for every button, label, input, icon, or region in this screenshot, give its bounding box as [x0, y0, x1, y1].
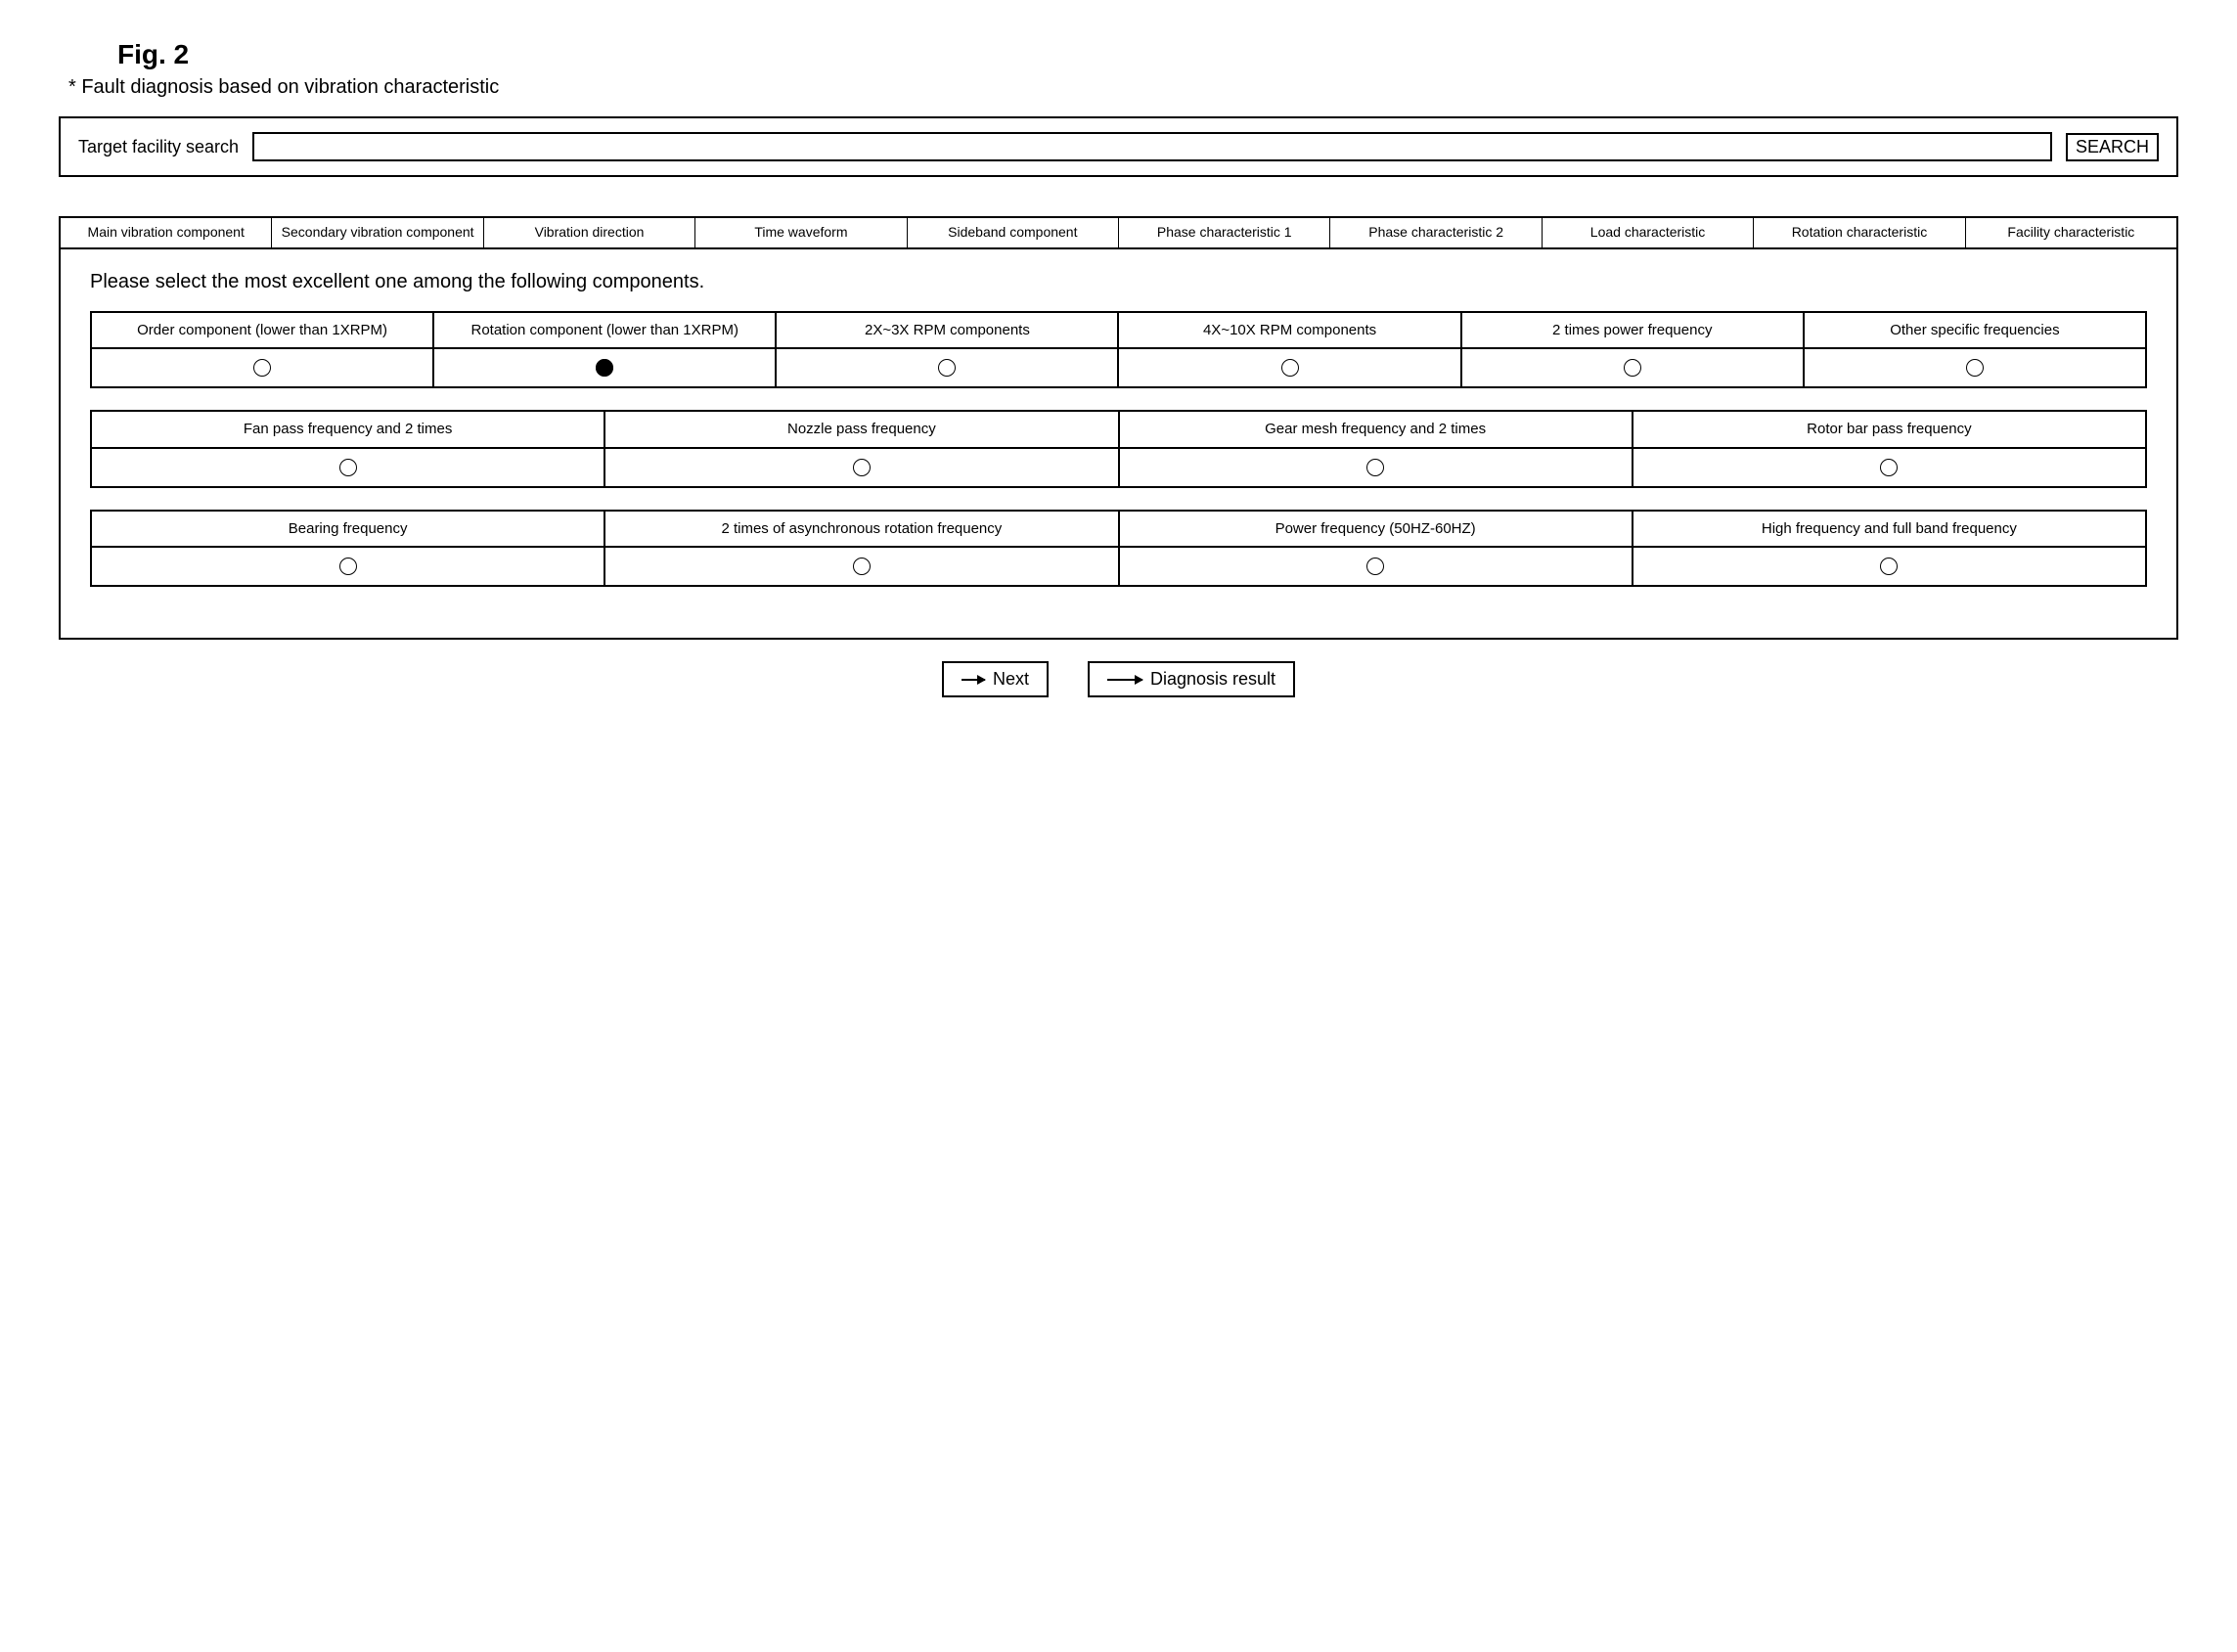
search-button[interactable]: SEARCH — [2066, 133, 2159, 161]
option-radio-1-2[interactable] — [1366, 459, 1384, 476]
search-input[interactable] — [252, 132, 2052, 161]
tab-2[interactable]: Vibration direction — [484, 218, 695, 247]
option-label-1-2: Gear mesh frequency and 2 times — [1119, 411, 1633, 448]
option-radio-cell-2-0 — [91, 547, 604, 586]
option-radio-2-1[interactable] — [853, 558, 871, 575]
option-label-2-3: High frequency and full band frequency — [1633, 511, 2146, 548]
option-label-0-4: 2 times power frequency — [1461, 312, 1804, 349]
option-radio-cell-1-2 — [1119, 448, 1633, 487]
option-label-2-1: 2 times of asynchronous rotation frequen… — [604, 511, 1118, 548]
option-radio-cell-0-2 — [776, 348, 1118, 387]
next-button[interactable]: Next — [942, 661, 1049, 697]
option-radio-1-0[interactable] — [339, 459, 357, 476]
diagnosis-result-label: Diagnosis result — [1150, 669, 1275, 690]
figure-subtitle: * Fault diagnosis based on vibration cha… — [68, 76, 2178, 99]
option-radio-cell-2-3 — [1633, 547, 2146, 586]
option-radio-0-2[interactable] — [938, 359, 956, 377]
tab-5[interactable]: Phase characteristic 1 — [1119, 218, 1330, 247]
tab-row: Main vibration componentSecondary vibrat… — [61, 218, 2176, 249]
option-grid-0: Order component (lower than 1XRPM)Rotati… — [90, 311, 2147, 389]
tab-9[interactable]: Facility characteristic — [1966, 218, 2176, 247]
option-radio-cell-0-0 — [91, 348, 433, 387]
diagnosis-result-button[interactable]: Diagnosis result — [1088, 661, 1295, 697]
option-radio-cell-0-4 — [1461, 348, 1804, 387]
option-radio-cell-0-1 — [433, 348, 776, 387]
main-panel: Main vibration componentSecondary vibrat… — [59, 216, 2178, 640]
option-grid-1: Fan pass frequency and 2 timesNozzle pas… — [90, 410, 2147, 488]
instruction-text: Please select the most excellent one amo… — [90, 271, 2147, 293]
tab-8[interactable]: Rotation characteristic — [1754, 218, 1965, 247]
tab-6[interactable]: Phase characteristic 2 — [1330, 218, 1542, 247]
option-radio-cell-2-1 — [604, 547, 1118, 586]
option-radio-cell-1-1 — [604, 448, 1118, 487]
option-label-2-2: Power frequency (50HZ-60HZ) — [1119, 511, 1633, 548]
option-label-2-0: Bearing frequency — [91, 511, 604, 548]
nav-row: Next Diagnosis result — [59, 661, 2178, 697]
option-radio-cell-1-3 — [1633, 448, 2146, 487]
option-label-0-5: Other specific frequencies — [1804, 312, 2146, 349]
tab-4[interactable]: Sideband component — [908, 218, 1119, 247]
option-label-0-2: 2X~3X RPM components — [776, 312, 1118, 349]
option-label-0-0: Order component (lower than 1XRPM) — [91, 312, 433, 349]
option-radio-2-3[interactable] — [1880, 558, 1898, 575]
option-radio-0-4[interactable] — [1624, 359, 1641, 377]
option-radio-0-0[interactable] — [253, 359, 271, 377]
option-radio-0-5[interactable] — [1966, 359, 1984, 377]
option-label-1-0: Fan pass frequency and 2 times — [91, 411, 604, 448]
option-radio-2-0[interactable] — [339, 558, 357, 575]
option-label-1-3: Rotor bar pass frequency — [1633, 411, 2146, 448]
tab-7[interactable]: Load characteristic — [1543, 218, 1754, 247]
option-radio-cell-0-3 — [1118, 348, 1460, 387]
option-radio-2-2[interactable] — [1366, 558, 1384, 575]
figure-label: Fig. 2 — [117, 39, 2178, 70]
option-radio-1-3[interactable] — [1880, 459, 1898, 476]
option-radio-0-1[interactable] — [596, 359, 613, 377]
tab-1[interactable]: Secondary vibration component — [272, 218, 483, 247]
option-radio-0-3[interactable] — [1281, 359, 1299, 377]
option-radio-cell-2-2 — [1119, 547, 1633, 586]
arrow-icon — [962, 679, 985, 681]
option-label-1-1: Nozzle pass frequency — [604, 411, 1118, 448]
option-radio-cell-1-0 — [91, 448, 604, 487]
tab-3[interactable]: Time waveform — [695, 218, 907, 247]
tab-0[interactable]: Main vibration component — [61, 218, 272, 247]
option-grid-2: Bearing frequency2 times of asynchronous… — [90, 510, 2147, 588]
search-label: Target facility search — [78, 137, 239, 157]
arrow-icon — [1107, 679, 1142, 681]
next-label: Next — [993, 669, 1029, 690]
option-label-0-3: 4X~10X RPM components — [1118, 312, 1460, 349]
option-label-0-1: Rotation component (lower than 1XRPM) — [433, 312, 776, 349]
search-bar: Target facility search SEARCH — [59, 116, 2178, 177]
option-radio-cell-0-5 — [1804, 348, 2146, 387]
option-radio-1-1[interactable] — [853, 459, 871, 476]
